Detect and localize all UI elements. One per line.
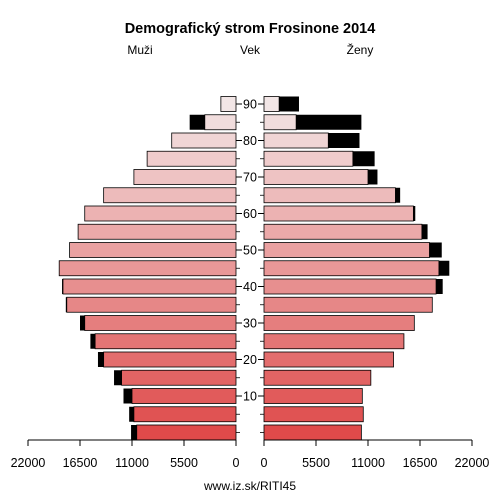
x-tick-label-left: 16500 — [63, 456, 98, 470]
men-bar — [103, 351, 237, 368]
x-tick-label-left: 0 — [233, 456, 240, 470]
men-bar — [146, 150, 237, 167]
men-overflow-bar — [97, 352, 104, 367]
women-overflow-bar — [395, 187, 401, 203]
women-label: Ženy — [347, 42, 374, 57]
women-overflow-bar — [368, 169, 378, 185]
men-overflow-bar — [129, 406, 134, 422]
men-bar — [77, 223, 237, 240]
men-bar — [121, 369, 237, 386]
women-overflow-bar — [296, 114, 362, 130]
men-bar — [136, 424, 237, 441]
x-tick-label-left: 22000 — [11, 456, 46, 470]
women-overflow-bar — [421, 224, 428, 240]
women-bar — [263, 242, 430, 258]
men-bar — [103, 187, 237, 204]
women-bar — [263, 369, 372, 386]
men-overflow-bar — [189, 114, 205, 130]
men-bar — [204, 114, 237, 131]
women-bar — [263, 223, 423, 240]
x-axis-left: 22000 16500 11000 5500 0 — [11, 439, 240, 470]
women-overflow-bar — [438, 260, 450, 276]
men-bar — [66, 296, 237, 313]
men-bar — [131, 388, 237, 404]
men-bar — [220, 96, 237, 112]
women-overflow-bar — [328, 133, 360, 148]
women-bar — [263, 278, 437, 295]
men-overflow-bar — [90, 333, 96, 349]
age-label: Vek — [240, 43, 261, 57]
men-overflow-bar — [62, 279, 63, 294]
women-bar — [263, 424, 362, 441]
x-tick-label-right: 5500 — [302, 456, 330, 470]
age-tick-label: 10 — [243, 390, 257, 404]
age-tick-label: 50 — [243, 244, 257, 258]
men-label: Muži — [127, 43, 152, 57]
age-axis: 10 20 30 40 50 60 70 80 90 — [236, 98, 264, 433]
x-tick-label-right: 11000 — [351, 456, 385, 470]
women-bar — [263, 169, 369, 185]
women-bar — [263, 333, 405, 350]
men-overflow-bar — [114, 370, 122, 386]
men-bars — [58, 96, 237, 441]
age-tick-label: 80 — [243, 134, 257, 148]
x-tick-label-right: 0 — [261, 456, 268, 470]
women-bar — [263, 260, 440, 277]
women-bar — [263, 205, 414, 222]
women-bar — [263, 351, 394, 368]
age-tick-label: 90 — [243, 98, 257, 112]
women-overflow-bar — [279, 96, 299, 112]
men-bar — [84, 315, 237, 331]
men-overflow-bar — [65, 297, 67, 313]
age-tick-label: 40 — [243, 280, 257, 294]
men-bar — [84, 205, 237, 222]
women-bar — [263, 187, 396, 204]
x-tick-label-left: 5500 — [170, 456, 198, 470]
women-bar — [263, 388, 363, 404]
x-axis-right: 0 5500 11000 16500 22000 — [261, 439, 490, 470]
women-bar — [263, 132, 329, 149]
women-bar — [263, 150, 354, 167]
age-tick-label: 30 — [243, 317, 257, 331]
men-bar — [133, 169, 237, 185]
x-tick-label-right: 22000 — [455, 456, 490, 470]
men-overflow-bar — [80, 315, 85, 331]
men-bar — [171, 132, 237, 149]
men-bar — [94, 333, 237, 350]
x-tick-label-left: 11000 — [115, 456, 149, 470]
men-overflow-bar — [123, 388, 132, 404]
men-bar — [133, 406, 237, 423]
x-tick-label-right: 16500 — [403, 456, 438, 470]
women-bar — [263, 406, 364, 423]
women-bar — [263, 315, 415, 331]
footer-url: www.iz.sk/RITI45 — [203, 479, 296, 493]
women-bar — [263, 114, 297, 131]
women-bar — [263, 296, 433, 313]
men-bar — [69, 242, 237, 258]
age-tick-label: 60 — [243, 207, 257, 221]
women-overflow-bar — [413, 206, 416, 221]
men-bar — [58, 260, 237, 277]
chart-title: Demografický strom Frosinone 2014 — [125, 21, 376, 37]
men-bar — [62, 278, 237, 295]
women-overflow-bar — [436, 279, 443, 294]
women-overflow-bar — [429, 242, 442, 258]
age-tick-label: 70 — [243, 171, 257, 185]
women-bars — [263, 96, 450, 441]
men-overflow-bar — [131, 425, 137, 440]
women-bar — [263, 96, 280, 112]
age-tick-label: 20 — [243, 353, 257, 367]
women-overflow-bar — [352, 151, 375, 167]
